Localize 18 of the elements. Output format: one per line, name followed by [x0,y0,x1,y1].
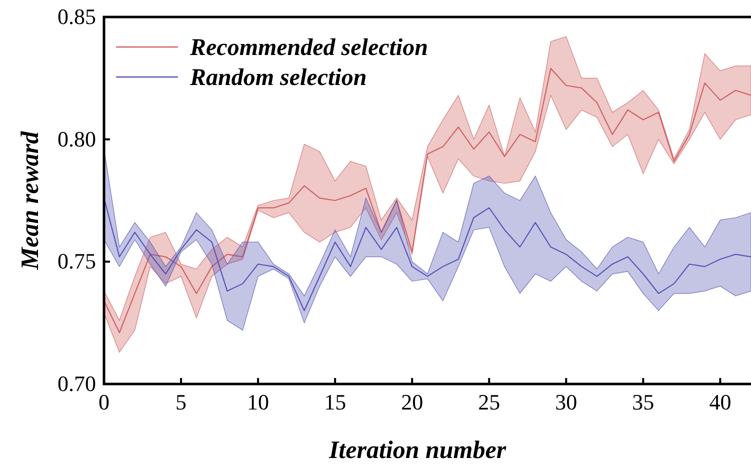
x-tick-label: 20 [401,390,424,415]
x-tick-label: 40 [709,390,732,415]
legend-label: Recommended selection [189,35,428,61]
x-tick-label: 10 [247,390,270,415]
x-tick-label: 15 [324,390,346,415]
x-tick-label: 30 [555,390,578,415]
x-tick-label: 35 [632,390,654,415]
x-tick-label: 25 [478,390,500,415]
line-series [103,68,751,334]
y-axis-title: Mean reward [17,130,44,271]
x-tick-label: 0 [98,390,110,415]
legend-label: Random selection [189,65,367,91]
y-tick-label: 0.70 [58,371,96,396]
x-tick-label: 5 [176,390,187,415]
y-tick-label: 0.75 [58,248,96,274]
y-tick-label: 0.80 [58,126,96,152]
x-axis-title: Iteration number [328,437,506,464]
y-tick-label: 0.85 [58,4,96,30]
